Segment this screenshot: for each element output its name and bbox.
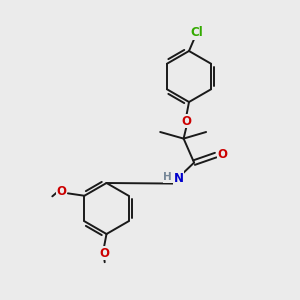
Text: N: N <box>173 172 184 185</box>
Text: O: O <box>56 185 66 198</box>
Text: O: O <box>217 148 227 161</box>
Text: Cl: Cl <box>191 26 203 40</box>
Text: O: O <box>99 247 109 260</box>
Text: O: O <box>181 115 191 128</box>
Text: H: H <box>163 172 172 182</box>
